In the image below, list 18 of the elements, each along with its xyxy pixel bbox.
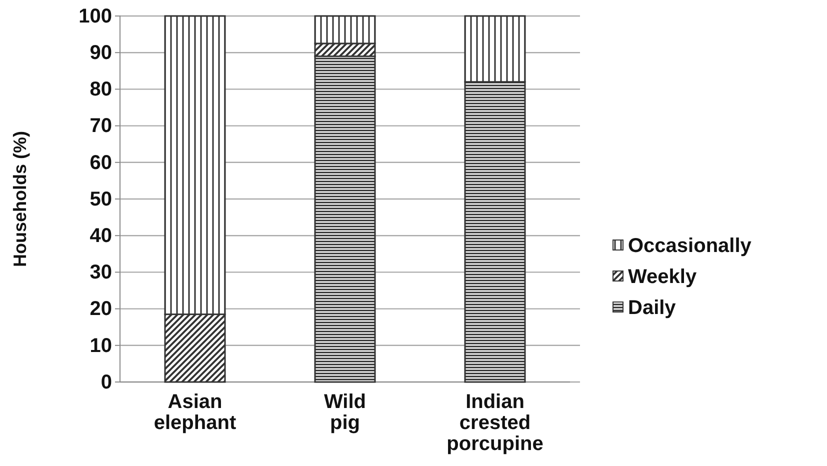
- y-tick-label: 40: [90, 225, 112, 247]
- legend-label: Daily: [628, 297, 677, 319]
- y-tick-label: 20: [90, 298, 112, 320]
- legend-label: Occasionally: [628, 235, 752, 257]
- x-tick-label: Asian elephant: [154, 391, 236, 434]
- y-tick-label: 80: [90, 78, 112, 101]
- y-tick-label: 50: [90, 188, 112, 210]
- y-tick-label: 100: [78, 5, 112, 28]
- y-tick-label: 10: [90, 334, 112, 357]
- x-tick-label: Wild pig: [324, 391, 366, 434]
- y-tick-label: 90: [90, 42, 112, 64]
- y-tick-label: 0: [100, 371, 112, 394]
- x-tick-label: Indian crested porcupine: [446, 391, 544, 456]
- legend-label: Weekly: [628, 266, 698, 288]
- y-axis-title: Households (%): [10, 130, 30, 268]
- y-tick-label: 60: [90, 152, 112, 174]
- y-tick-label: 30: [90, 262, 112, 284]
- y-tick-label: 70: [90, 115, 112, 138]
